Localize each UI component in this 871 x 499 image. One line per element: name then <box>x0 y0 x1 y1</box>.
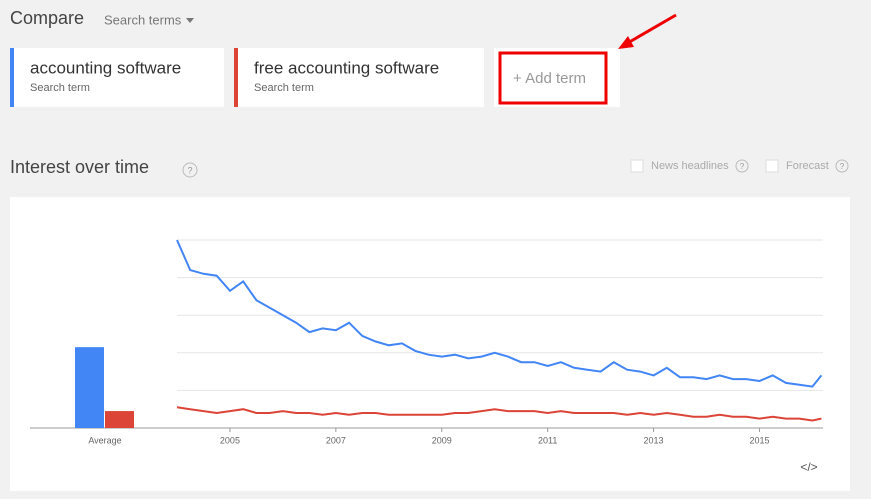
page-title: Compare <box>10 8 84 28</box>
add-term[interactable]: + Add term <box>494 48 620 107</box>
menu-caret <box>186 18 194 23</box>
help-icon[interactable] <box>835 159 849 173</box>
series-line <box>176 239 823 388</box>
average-bar <box>75 347 104 428</box>
card <box>10 48 224 107</box>
card <box>234 48 484 107</box>
plot: 2005 2007 2009 2011 2013 2015 Average <box>30 239 823 445</box>
term-name: free accounting software <box>254 58 439 77</box>
checkbox[interactable] <box>765 159 779 173</box>
x-tick-label: 2015 <box>749 435 769 445</box>
card-color <box>10 48 14 107</box>
average-bar <box>105 411 134 428</box>
term-kind: Search term <box>30 82 90 94</box>
help-mark: ? <box>840 162 845 171</box>
term-name: accounting software <box>30 58 181 77</box>
card-color <box>234 48 238 107</box>
add-term-label: + Add term <box>513 70 586 87</box>
card <box>494 48 620 107</box>
help-mark: ? <box>187 165 192 175</box>
search-terms-menu[interactable]: Search terms <box>104 12 182 27</box>
arrow-shaft <box>625 13 677 46</box>
option-label: Forecast <box>786 160 829 172</box>
checkbox[interactable] <box>630 159 644 173</box>
series-line <box>176 406 822 422</box>
arrow-head <box>618 36 634 49</box>
chart-panel <box>10 197 850 491</box>
highlight-box <box>498 51 608 105</box>
help-icon[interactable] <box>735 159 749 173</box>
term-card[interactable]: accounting software Search term <box>10 48 224 107</box>
x-tick-label: 2009 <box>432 435 452 445</box>
section-title: Interest over time <box>10 157 149 177</box>
x-tick-label: 2011 <box>538 435 557 445</box>
option-label: News headlines <box>651 160 729 172</box>
x-tick-label: 2007 <box>326 435 346 445</box>
average-label: Average <box>88 435 121 445</box>
term-card[interactable]: free accounting software Search term <box>234 48 484 107</box>
help-icon[interactable] <box>182 162 198 178</box>
x-tick-label: 2013 <box>644 435 664 445</box>
x-tick-label: 2005 <box>220 435 240 445</box>
term-kind: Search term <box>254 82 314 94</box>
help-mark: ? <box>740 162 745 171</box>
embed-icon[interactable]: </> <box>800 460 817 474</box>
arrow <box>618 13 677 49</box>
